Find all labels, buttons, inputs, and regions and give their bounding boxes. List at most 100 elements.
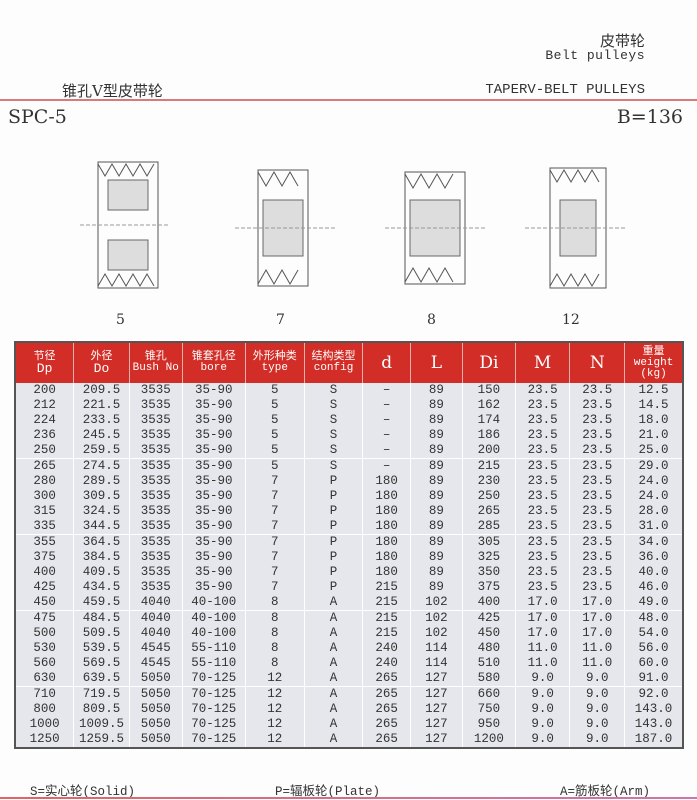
table-cell: 8 (245, 626, 305, 641)
table-cell: 434.5 (73, 580, 130, 595)
table-cell: 7 (245, 534, 305, 550)
table-cell: 162 (462, 398, 516, 413)
column-header-en: M (533, 352, 552, 373)
table-cell: 3535 (129, 458, 183, 474)
column-header-en: L (430, 352, 443, 373)
table-row: 450 459.5 4040 40-100 8 A 215 102 400 17.0 17.0 49.… (15, 595, 684, 611)
table-cell: 35-90 (182, 580, 246, 595)
table-cell: 639.5 (73, 671, 130, 687)
model-name: SPC-5 (8, 106, 67, 128)
table-cell: 800 (15, 702, 75, 717)
table-cell: 89 (410, 398, 463, 413)
table-cell: 324.5 (73, 504, 130, 519)
table-cell: 12 (245, 702, 305, 717)
table-cell: 289.5 (73, 474, 130, 489)
table-row: 265 274.5 3535 35-90 5 S –89 215 23.5 23.5 29.0 (15, 458, 684, 474)
table-cell: 240 (362, 656, 411, 671)
table-cell: 23.5 (515, 489, 571, 504)
table-cell: 300 (15, 489, 75, 504)
table-cell: 200 (462, 443, 516, 459)
table-row: 475 484.5 4040 40-100 8 A 215 102 425 17.0 17.0 48.… (15, 610, 684, 626)
table-cell: 3535 (129, 580, 183, 595)
table-cell: 127 (410, 671, 463, 687)
table-cell: 35-90 (182, 474, 246, 489)
table-row: 236 245.5 3535 35-90 5 S –89 186 23.5 23.5 21.0 (15, 428, 684, 443)
table-cell: 1259.5 (73, 732, 130, 748)
table-cell: 23.5 (515, 504, 571, 519)
table-cell: A (304, 717, 364, 732)
table-cell: 29.0 (624, 458, 684, 474)
table-cell: 11.0 (569, 656, 626, 671)
table-cell: 12.5 (624, 383, 684, 398)
table-cell: 12 (245, 671, 305, 687)
table-cell: P (304, 474, 364, 489)
table-cell: 5 (245, 383, 305, 398)
table-cell: 21.0 (624, 428, 684, 443)
table-cell: 102 (410, 626, 463, 641)
column-header-en: Dp (36, 361, 53, 376)
table-cell: 89 (410, 565, 463, 580)
table-cell: 17.0 (515, 610, 571, 626)
table-row: 560 569.5 4545 55-110 8 A 240 114 510 11.0 11.0 60.… (15, 656, 684, 671)
table-cell: P (304, 580, 364, 595)
table-cell: 187.0 (624, 732, 684, 748)
table-cell: – (362, 443, 411, 459)
table-cell: 102 (410, 595, 463, 611)
table-cell: A (304, 702, 364, 717)
table-cell: A (304, 656, 364, 671)
table-row: 710 719.5 5050 70-125 12 A 265 127 660 9.0 9.0 92.0 (15, 686, 684, 702)
table-cell: S (304, 398, 364, 413)
table-cell: 280 (15, 474, 75, 489)
table-cell: 274.5 (73, 458, 130, 474)
table-cell: 23.5 (515, 383, 571, 398)
table-cell: 212 (15, 398, 75, 413)
table-cell: A (304, 671, 364, 687)
table-cell: 4545 (129, 641, 183, 656)
table-cell: A (304, 686, 364, 702)
column-header-cn: 重量 (642, 345, 665, 358)
table-cell: 23.5 (569, 519, 626, 535)
table-cell: 400 (15, 565, 75, 580)
table-cell: 35-90 (182, 428, 246, 443)
table-cell: 70-125 (182, 732, 246, 748)
table-row: 375 384.5 3535 35-90 7 P 180 89 325 23.5 23.5 36.0 (15, 550, 684, 565)
table-cell: 23.5 (515, 474, 571, 489)
table-cell: 409.5 (73, 565, 130, 580)
table-cell: 35-90 (182, 534, 246, 550)
column-header: L (410, 342, 463, 383)
table-cell: 23.5 (515, 458, 571, 474)
table-cell: 17.0 (515, 595, 571, 611)
table-cell: 719.5 (73, 686, 130, 702)
table-cell: 9.0 (569, 686, 626, 702)
table-cell: 23.5 (515, 565, 571, 580)
table-cell: 3535 (129, 428, 183, 443)
table-cell: 5 (245, 458, 305, 474)
table-cell: 9.0 (569, 671, 626, 687)
table-cell: 143.0 (624, 702, 684, 717)
table-cell: 1200 (462, 732, 516, 748)
table-cell: 89 (410, 474, 463, 489)
table-cell: 305 (462, 534, 516, 550)
table-cell: 23.5 (515, 443, 571, 459)
column-header-cn: 锥套孔径 (191, 351, 236, 363)
table-row: 280 289.5 3535 35-90 7 P 180 89 230 23.5 23.5 24.0 (15, 474, 684, 489)
table-cell: 425 (462, 610, 516, 626)
table-cell: 375 (462, 580, 516, 595)
table-cell: 809.5 (73, 702, 130, 717)
table-cell: 31.0 (624, 519, 684, 535)
pulley-drawing-type-5 (80, 161, 170, 289)
table-cell: 70-125 (182, 671, 246, 687)
table-cell: 539.5 (73, 641, 130, 656)
column-header-en: N (589, 352, 605, 373)
column-header-en: bore (200, 362, 227, 374)
table-cell: A (304, 626, 364, 641)
figure-label: 5 (116, 312, 125, 328)
table-cell: 102 (410, 610, 463, 626)
table-cell: 5 (245, 413, 305, 428)
table-cell: 3535 (129, 474, 183, 489)
table-cell: 5050 (129, 671, 183, 687)
column-header: N (569, 342, 626, 383)
table-cell: 3535 (129, 519, 183, 535)
table-cell: 35-90 (182, 504, 246, 519)
table-cell: 9.0 (569, 702, 626, 717)
